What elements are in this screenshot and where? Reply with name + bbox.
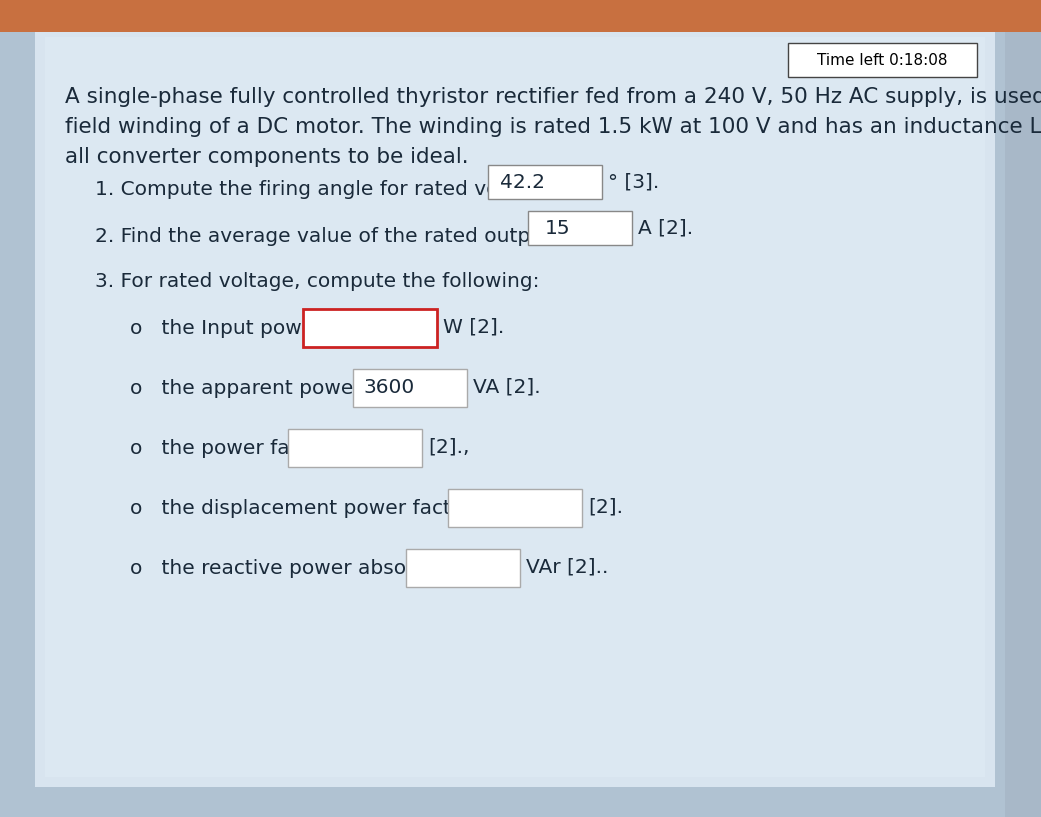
Text: [2].: [2]. <box>588 498 623 516</box>
FancyBboxPatch shape <box>448 489 582 527</box>
Text: A [2].: A [2]. <box>638 218 693 238</box>
FancyBboxPatch shape <box>303 309 437 347</box>
FancyBboxPatch shape <box>488 165 602 199</box>
Bar <box>0 0 1041 32</box>
FancyBboxPatch shape <box>353 369 467 407</box>
Text: [2].,: [2]., <box>428 437 469 457</box>
FancyBboxPatch shape <box>788 43 977 77</box>
Bar <box>1005 0 1041 817</box>
Text: 3600: 3600 <box>363 377 414 396</box>
FancyBboxPatch shape <box>406 549 520 587</box>
Text: A single-phase fully controlled thyristor rectifier fed from a 240 V, 50 Hz AC s: A single-phase fully controlled thyristo… <box>65 87 1041 107</box>
Text: W [2].: W [2]. <box>443 318 504 337</box>
FancyBboxPatch shape <box>288 429 422 467</box>
Text: o   the Input power: o the Input power <box>130 319 323 338</box>
Text: 3. For rated voltage, compute the following:: 3. For rated voltage, compute the follow… <box>95 272 539 291</box>
Text: Time left 0:18:08: Time left 0:18:08 <box>817 52 947 68</box>
Text: o   the power factor: o the power factor <box>130 439 329 458</box>
Text: all converter components to be ideal.: all converter components to be ideal. <box>65 147 468 167</box>
Text: VA [2].: VA [2]. <box>473 377 540 396</box>
Text: field winding of a DC motor. The winding is rated 1.5 kW at 100 V and has an ind: field winding of a DC motor. The winding… <box>65 117 1041 137</box>
Text: VAr [2]..: VAr [2].. <box>526 557 608 577</box>
Text: 2. Find the average value of the rated output current: 2. Find the average value of the rated o… <box>95 227 631 246</box>
Text: ° [3].: ° [3]. <box>608 172 659 191</box>
Text: o   the apparent power: o the apparent power <box>130 379 362 398</box>
Text: 42.2: 42.2 <box>500 172 545 191</box>
Text: 1. Compute the firing angle for rated voltage: 1. Compute the firing angle for rated vo… <box>95 180 550 199</box>
FancyBboxPatch shape <box>528 211 632 245</box>
Text: o   the displacement power factor: o the displacement power factor <box>130 499 472 518</box>
Text: o   the reactive power absorbed: o the reactive power absorbed <box>130 559 453 578</box>
Text: 15: 15 <box>545 218 570 238</box>
